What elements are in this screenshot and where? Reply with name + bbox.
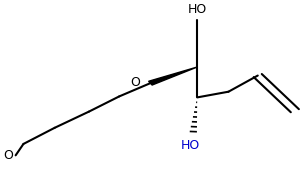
Polygon shape — [149, 67, 197, 85]
Text: O: O — [130, 76, 140, 89]
Text: HO: HO — [181, 139, 200, 152]
Text: O: O — [3, 149, 13, 162]
Text: HO: HO — [188, 3, 207, 16]
